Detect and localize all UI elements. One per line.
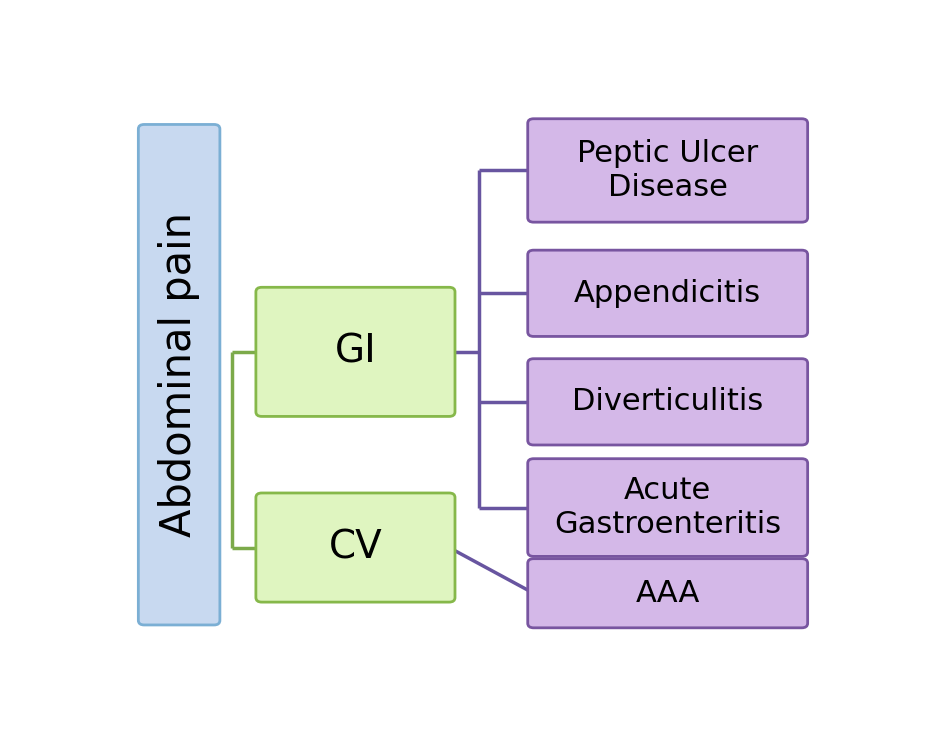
FancyBboxPatch shape: [528, 250, 808, 336]
FancyBboxPatch shape: [528, 119, 808, 222]
Text: Appendicitis: Appendicitis: [574, 279, 761, 308]
Text: CV: CV: [329, 528, 382, 567]
FancyBboxPatch shape: [138, 125, 220, 625]
Text: Acute
Gastroenteritis: Acute Gastroenteritis: [555, 476, 781, 539]
Text: Diverticulitis: Diverticulitis: [572, 387, 763, 416]
FancyBboxPatch shape: [528, 459, 808, 556]
FancyBboxPatch shape: [528, 559, 808, 628]
Text: AAA: AAA: [635, 579, 700, 608]
Text: Abdominal pain: Abdominal pain: [158, 212, 200, 537]
FancyBboxPatch shape: [528, 358, 808, 445]
Text: GI: GI: [335, 333, 376, 371]
FancyBboxPatch shape: [256, 493, 455, 602]
FancyBboxPatch shape: [256, 287, 455, 416]
Text: Peptic Ulcer
Disease: Peptic Ulcer Disease: [577, 139, 758, 202]
